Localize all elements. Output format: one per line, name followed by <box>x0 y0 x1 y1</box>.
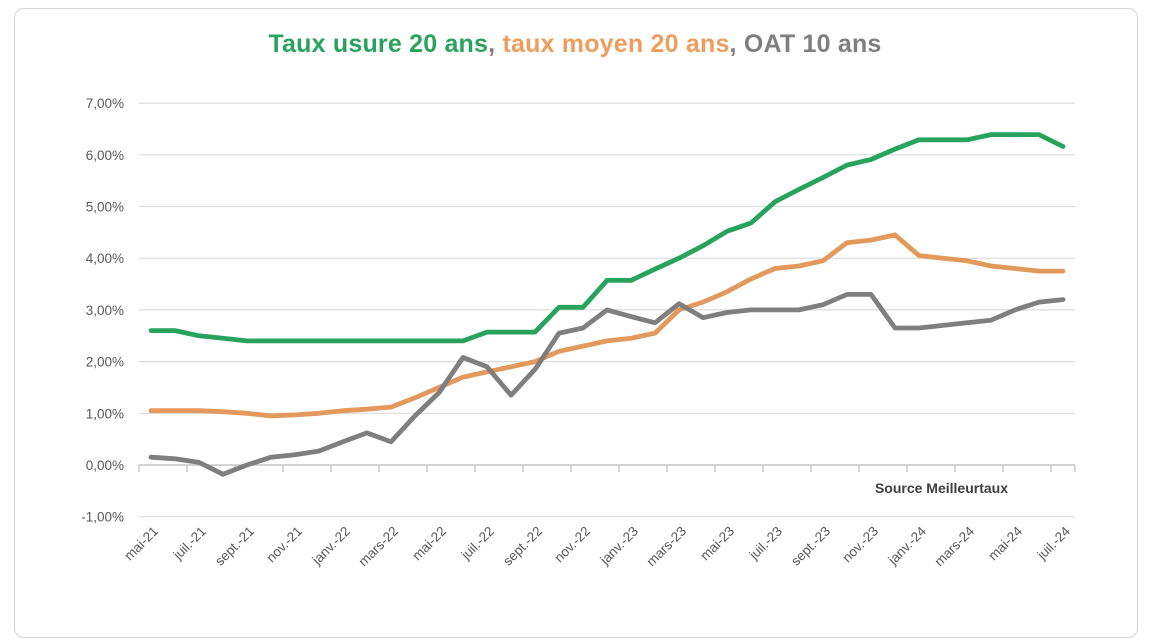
x-tick-label: nov.-23 <box>839 524 881 566</box>
x-tick-label: nov.-21 <box>263 524 305 566</box>
series-taux-usure-20-ans-line <box>148 132 1066 344</box>
x-tick-label: janv.-22 <box>309 524 354 569</box>
y-tick-label: 2,00% <box>86 355 124 370</box>
x-tick-label: nov.-22 <box>551 524 593 566</box>
x-tick-label: janv.-23 <box>597 524 642 569</box>
x-tick-label: mars-24 <box>932 523 978 569</box>
x-tick-label: sept.-23 <box>788 524 833 569</box>
title-series-oat: OAT 10 ans <box>743 30 882 58</box>
chart-title: Taux usure 20 ans, taux moyen 20 ans, OA… <box>0 30 1150 59</box>
y-tick-label: 4,00% <box>86 251 124 266</box>
series-taux-moyen-20-ans-line <box>148 232 1066 419</box>
title-series-taux-moyen: taux moyen 20 ans <box>502 30 730 58</box>
title-separator: , <box>488 30 503 58</box>
x-axis-labels: mai-21 juil.-21 sept.-21 nov.-21 janv.-22 mar… <box>121 523 1073 569</box>
y-tick-label: -1,00% <box>81 510 124 525</box>
x-axis <box>138 464 1076 472</box>
x-tick-label: mai-23 <box>697 524 737 564</box>
y-tick-label: 3,00% <box>86 303 124 318</box>
source-label: Source Meilleurtaux <box>874 480 1008 496</box>
x-tick-label: mars-23 <box>644 524 690 570</box>
y-tick-label: 6,00% <box>86 148 124 163</box>
x-tick-label: sept.-21 <box>212 524 257 569</box>
x-tick-label: mai-24 <box>985 523 1025 563</box>
x-tick-label: juil.-24 <box>1034 523 1074 563</box>
series-oat-10-ans-line <box>148 292 1066 477</box>
x-tick-label: mars-22 <box>356 524 402 570</box>
x-tick-label: janv.-24 <box>885 523 930 568</box>
y-axis-labels: 7,00% 6,00% 5,00% 4,00% 3,00% 2,00% 1,00% 0,00%… <box>81 96 124 525</box>
x-tick-label: juil.-23 <box>746 524 785 563</box>
x-tick-label: mai-22 <box>409 524 449 564</box>
y-tick-label: 0,00% <box>86 458 124 473</box>
y-tick-label: 1,00% <box>86 406 124 421</box>
x-tick-label: juil.-22 <box>458 524 497 563</box>
x-tick-label: mai-21 <box>121 524 161 564</box>
title-separator: , <box>729 30 744 58</box>
y-tick-label: 5,00% <box>86 200 124 215</box>
title-series-taux-usure: Taux usure 20 ans <box>268 30 489 58</box>
x-tick-label: juil.-21 <box>170 524 209 563</box>
y-tick-label: 7,00% <box>86 96 124 111</box>
x-tick-label: sept.-22 <box>500 524 545 569</box>
